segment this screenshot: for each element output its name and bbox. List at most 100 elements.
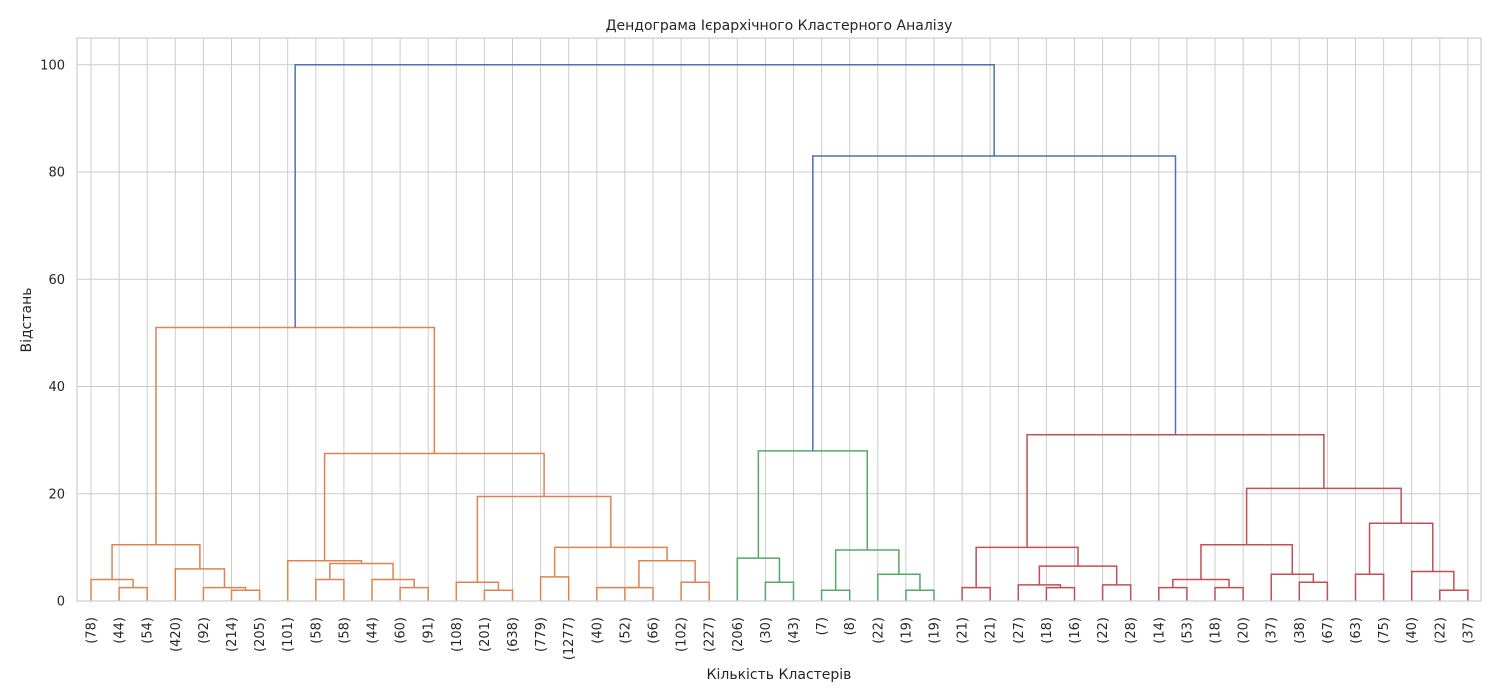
leaf-label: (44) (113, 617, 128, 644)
y-axis-ticks: 0 20 40 60 80 100 (40, 58, 65, 609)
leaf-label: (227) (703, 617, 718, 652)
link-o5 (174, 568, 226, 601)
leaf-label: (92) (197, 617, 212, 644)
leaf-label: (18) (1040, 617, 1055, 644)
leaf-label: (53) (1180, 617, 1195, 644)
link-g3 (820, 589, 851, 601)
link-o6 (111, 543, 201, 580)
leaf-label: (8) (843, 617, 858, 635)
link-o9 (371, 578, 415, 601)
dendrogram-links (90, 64, 1469, 601)
leaf-label: (43) (787, 617, 802, 644)
link-r16 (1368, 522, 1434, 575)
leaf-label: (75) (1377, 617, 1392, 644)
link-o7 (315, 578, 345, 601)
link-r10 (1298, 581, 1329, 601)
leaf-label: (205) (253, 617, 268, 652)
leaf-label: (58) (309, 617, 324, 644)
x-axis-leaf-labels: (78) (44) (54) (420) (92) (214) (205) (101) (58)… (85, 617, 1477, 660)
leaf-label: (44) (366, 617, 381, 644)
grid (77, 38, 1481, 602)
link-o12 (483, 589, 514, 601)
link-r13 (1354, 573, 1385, 601)
leaf-label: (22) (871, 617, 886, 644)
leaf-label: (21) (956, 617, 971, 644)
y-tick-label: 40 (48, 380, 65, 395)
link-r7 (1158, 586, 1188, 601)
link-r9 (1172, 578, 1230, 588)
link-o18 (638, 560, 696, 588)
leaf-label: (214) (225, 617, 240, 652)
leaf-label: (102) (675, 617, 690, 652)
link-o1 (118, 586, 148, 601)
leaf-label: (37) (1265, 617, 1280, 644)
y-tick-label: 20 (48, 487, 65, 502)
plot-frame (76, 37, 1482, 602)
link-r8 (1214, 586, 1244, 601)
leaf-label: (30) (759, 617, 774, 644)
link-r18 (1026, 434, 1325, 548)
link-r11 (1270, 573, 1315, 601)
leaf-label: (40) (1405, 617, 1420, 644)
link-r5 (1038, 565, 1118, 585)
leaf-label: (21) (984, 617, 999, 644)
link-r1 (961, 586, 991, 601)
leaf-label: (28) (1124, 617, 1139, 644)
leaf-label: (1277) (562, 617, 577, 660)
link-o15 (624, 586, 654, 601)
link-b2 (294, 64, 995, 328)
leaf-label: (201) (478, 617, 493, 652)
link-o11 (286, 560, 363, 601)
link-o19 (553, 546, 668, 577)
leaf-label: (78) (85, 617, 100, 644)
y-tick-label: 60 (48, 273, 65, 288)
link-g6 (834, 549, 900, 591)
leaf-label: (22) (1096, 617, 1111, 644)
y-tick-label: 0 (57, 595, 65, 610)
leaf-label: (101) (281, 617, 296, 652)
leaf-label: (37) (1461, 617, 1476, 644)
leaf-label: (19) (928, 617, 943, 644)
leaf-label: (420) (169, 617, 184, 652)
leaf-label: (638) (506, 617, 521, 652)
link-g2 (736, 557, 781, 601)
leaf-label: (19) (899, 617, 914, 644)
link-o10 (329, 562, 394, 580)
leaf-label: (66) (647, 617, 662, 644)
leaf-label: (63) (1349, 617, 1364, 644)
leaf-label: (67) (1321, 617, 1336, 644)
link-r15 (1410, 570, 1455, 601)
link-b1 (812, 155, 1177, 451)
leaf-label: (38) (1293, 617, 1308, 644)
link-g4 (905, 589, 935, 601)
leaf-label: (40) (590, 617, 605, 644)
link-r6 (975, 546, 1079, 588)
leaf-label: (16) (1068, 617, 1083, 644)
link-g1 (764, 581, 795, 601)
leaf-label: (52) (618, 617, 633, 644)
leaf-label: (7) (815, 617, 830, 635)
y-tick-label: 80 (48, 166, 65, 181)
link-o3 (230, 589, 261, 601)
leaf-label: (27) (1012, 617, 1027, 644)
leaf-label: (91) (422, 617, 437, 644)
link-r17 (1245, 487, 1402, 545)
link-r14 (1439, 589, 1469, 601)
link-o20 (476, 495, 612, 583)
link-o17 (680, 581, 710, 601)
link-o16 (596, 586, 639, 601)
y-axis-label: Відстань (19, 287, 35, 352)
link-o22 (155, 326, 436, 545)
leaf-label: (779) (534, 617, 549, 652)
link-g5 (877, 573, 921, 601)
leaf-label: (206) (731, 617, 746, 652)
chart-title: Дендограма Ієрархічного Кластерного Анал… (606, 18, 953, 34)
leaf-label: (58) (337, 617, 352, 644)
leaf-label: (22) (1433, 617, 1448, 644)
leaf-label: (14) (1152, 617, 1167, 644)
leaf-label: (20) (1237, 617, 1252, 644)
link-o8 (399, 586, 429, 601)
leaf-label: (60) (394, 617, 409, 644)
leaf-label: (108) (450, 617, 465, 652)
